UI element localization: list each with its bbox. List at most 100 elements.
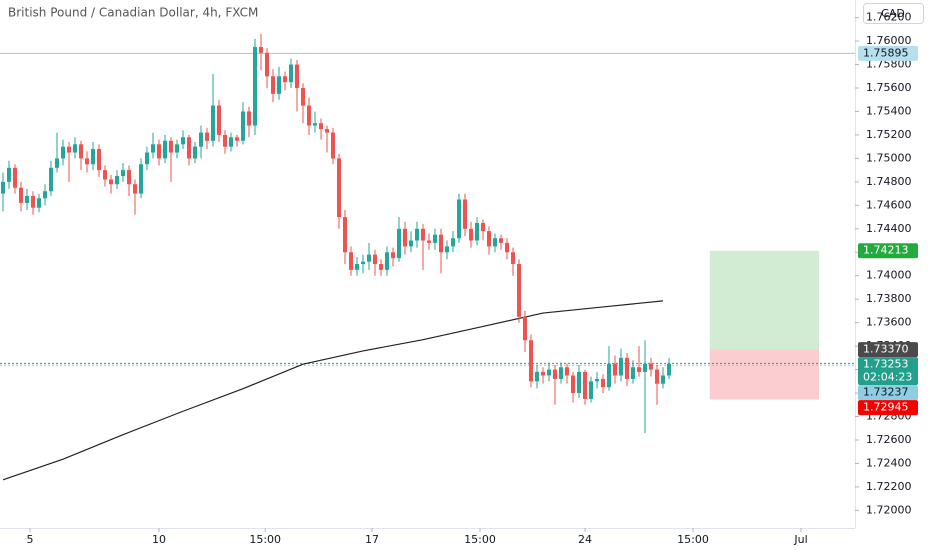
candle-body bbox=[169, 140, 173, 153]
candle-body bbox=[265, 52, 269, 77]
candle-body bbox=[559, 367, 563, 379]
price-marker bbox=[858, 342, 918, 358]
candle-body bbox=[157, 144, 161, 159]
candle-body bbox=[619, 357, 623, 376]
y-tick-label: 1.73600 bbox=[866, 316, 912, 329]
y-tick-label: 1.74400 bbox=[866, 222, 912, 235]
candle-body bbox=[79, 144, 83, 159]
candle-body bbox=[211, 105, 215, 141]
candle-body bbox=[205, 132, 209, 141]
candle-body bbox=[301, 88, 305, 106]
candle-body bbox=[649, 363, 653, 370]
candle-body bbox=[337, 158, 341, 218]
candle-body bbox=[67, 146, 71, 153]
candle-body bbox=[385, 252, 389, 270]
candle-body bbox=[277, 76, 281, 94]
candle-body bbox=[313, 123, 317, 126]
candle-body bbox=[661, 375, 665, 384]
candle-body bbox=[367, 254, 371, 262]
y-tick-label: 1.75400 bbox=[866, 104, 912, 117]
y-tick-label: 1.72000 bbox=[866, 503, 912, 516]
candle-body bbox=[601, 378, 605, 388]
candle-body bbox=[499, 238, 503, 243]
candle-body bbox=[667, 363, 671, 376]
x-tick-label: 15:00 bbox=[677, 533, 709, 546]
candle-body bbox=[217, 105, 221, 135]
candle-body bbox=[391, 252, 395, 259]
candle-body bbox=[133, 184, 137, 194]
candle-body bbox=[175, 144, 179, 153]
candle-body bbox=[73, 144, 77, 153]
candle-body bbox=[565, 367, 569, 376]
candle-body bbox=[343, 217, 347, 253]
candle-body bbox=[199, 132, 203, 147]
candle-body bbox=[307, 105, 311, 126]
candle-body bbox=[25, 195, 29, 203]
candle-body bbox=[457, 199, 461, 239]
candle-body bbox=[7, 167, 11, 182]
y-tick-label: 1.73800 bbox=[866, 292, 912, 305]
price-marker-label: 1.73370 bbox=[863, 343, 909, 356]
price-marker-label: 1.72945 bbox=[863, 401, 909, 414]
candle-body bbox=[319, 123, 323, 130]
price-marker-label: 1.75895 bbox=[863, 46, 909, 59]
candle-body bbox=[415, 228, 419, 241]
currency-label[interactable]: CAD bbox=[881, 7, 905, 20]
candle-body bbox=[253, 46, 257, 126]
countdown: 02:04:23 bbox=[863, 371, 912, 384]
candle-body bbox=[139, 164, 143, 194]
candle-body bbox=[127, 170, 131, 185]
candle-body bbox=[349, 252, 353, 270]
y-tick-label: 1.72600 bbox=[866, 433, 912, 446]
price-marker bbox=[858, 45, 918, 61]
candle-body bbox=[493, 238, 497, 247]
y-tick-label: 1.76000 bbox=[866, 34, 912, 47]
candle-body bbox=[427, 240, 431, 243]
candle-body bbox=[643, 363, 647, 372]
candle-body bbox=[55, 158, 59, 168]
candle-body bbox=[547, 369, 551, 376]
candle-body bbox=[145, 152, 149, 165]
candle-body bbox=[439, 234, 443, 253]
candle-body bbox=[571, 375, 575, 394]
candle-body bbox=[511, 252, 515, 264]
price-marker bbox=[858, 400, 918, 416]
candle-body bbox=[397, 228, 401, 259]
candle-body bbox=[49, 167, 53, 192]
y-tick-label: 1.72400 bbox=[866, 456, 912, 469]
candle-body bbox=[535, 371, 539, 382]
y-tick-label: 1.74800 bbox=[866, 175, 912, 188]
candle-body bbox=[523, 316, 527, 341]
candle-body bbox=[355, 264, 359, 270]
candle-body bbox=[577, 371, 581, 394]
price-marker bbox=[858, 357, 918, 386]
moving-average bbox=[2, 300, 664, 481]
candle-body bbox=[379, 264, 383, 270]
candle-body bbox=[589, 381, 593, 399]
candle-body bbox=[625, 357, 629, 379]
candle-body bbox=[505, 242, 509, 253]
candle-body bbox=[655, 369, 659, 384]
candle-body bbox=[1, 181, 5, 194]
target-zone bbox=[709, 250, 819, 350]
candle-body bbox=[409, 240, 413, 247]
candle-body bbox=[289, 64, 293, 83]
candle-body bbox=[271, 76, 275, 94]
price-marker-label: 1.73253 bbox=[863, 358, 909, 371]
candle-body bbox=[31, 195, 35, 208]
candle-body bbox=[595, 378, 599, 382]
candle-body bbox=[235, 137, 239, 141]
candle-body bbox=[463, 199, 467, 229]
candle-body bbox=[37, 198, 41, 208]
candle-body bbox=[163, 140, 167, 159]
x-tick-label: 15:00 bbox=[464, 533, 496, 546]
candle-body bbox=[97, 149, 101, 171]
currency-button[interactable] bbox=[863, 3, 924, 24]
candle-body bbox=[283, 76, 287, 83]
price-marker bbox=[858, 243, 918, 259]
x-tick-label: 17 bbox=[365, 533, 379, 546]
x-tick-label: 24 bbox=[578, 533, 592, 546]
price-marker bbox=[858, 385, 918, 401]
candle-body bbox=[421, 228, 425, 241]
